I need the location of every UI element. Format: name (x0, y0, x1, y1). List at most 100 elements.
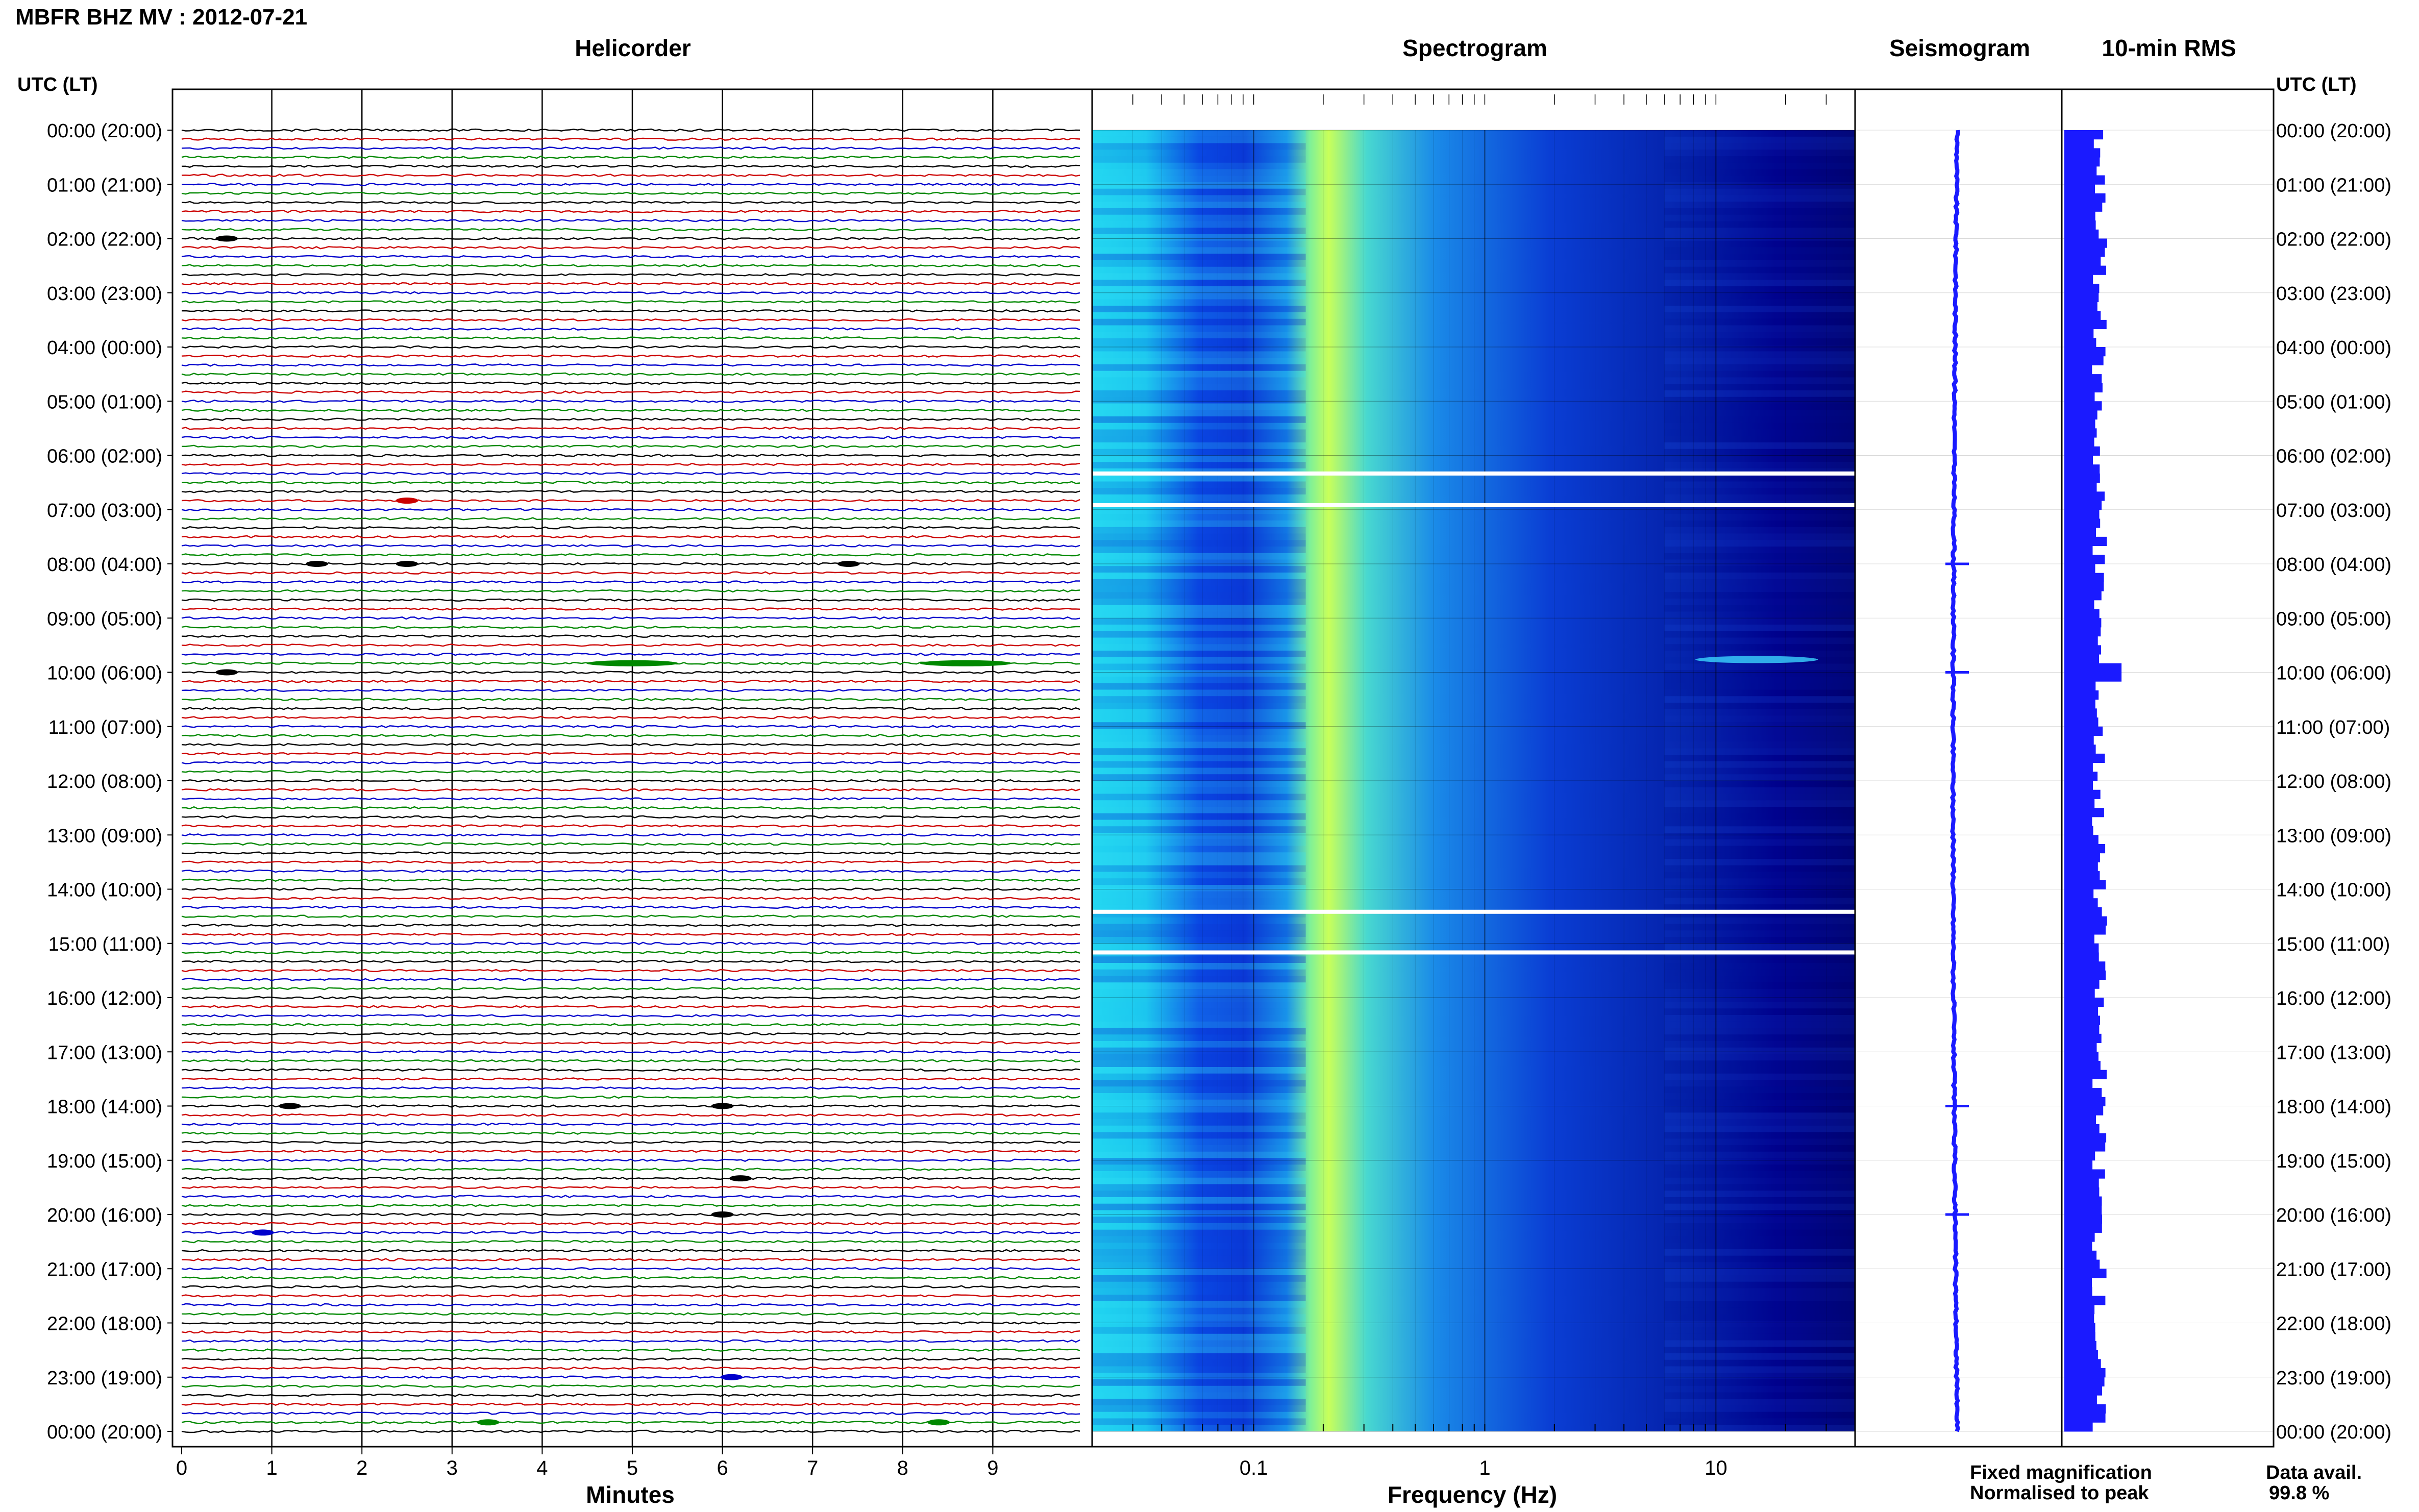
rms-bar (2064, 428, 2097, 438)
helicorder-trace (181, 1077, 1080, 1081)
spectrogram-band (1664, 924, 1855, 931)
helicorder-trace (181, 544, 1080, 548)
spectrogram-band (1092, 455, 1306, 462)
helicorder-trace (181, 300, 1080, 304)
spectrogram-band (1092, 1379, 1306, 1386)
rms-bar (2064, 1404, 2106, 1414)
spectrogram-band (1092, 182, 1306, 189)
helicorder-trace (181, 282, 1080, 286)
rms-bar (2064, 1377, 2105, 1386)
rms-bar (2064, 284, 2100, 293)
spectrogram-band (1664, 1080, 1855, 1087)
spectrogram-band (1092, 891, 1306, 898)
helicorder-trace (181, 625, 1080, 629)
spectrogram-band (1092, 1347, 1306, 1353)
left-time-label: 21:00 (17:00) (47, 1259, 162, 1280)
spectrogram-band (1092, 794, 1306, 801)
spectrogram-band (1664, 1236, 1855, 1243)
rms-bar (2064, 591, 2102, 601)
spectrogram-band (1092, 228, 1306, 234)
spectrogram-band (1664, 436, 1855, 442)
spectrogram-band (1664, 370, 1855, 378)
left-time-label: 11:00 (07:00) (48, 717, 162, 738)
rms-bar (2064, 220, 2096, 230)
spectrogram-band (1092, 1425, 1306, 1431)
helicorder-trace (181, 598, 1080, 602)
spectrogram-band (1664, 1217, 1855, 1223)
rms-bar (2064, 338, 2096, 348)
helicorder-tick-label: 5 (627, 1457, 638, 1479)
spectrogram-band (1664, 423, 1855, 430)
helicorder-trace (181, 978, 1080, 981)
legend-fixed-magnification: Fixed magnification (1970, 1462, 2152, 1483)
left-time-label: 00:00 (20:00) (47, 1422, 162, 1443)
spectrogram-band (1664, 449, 1855, 456)
spectrogram-band (1664, 1171, 1855, 1178)
helicorder-trace (181, 508, 1080, 511)
spectrogram-band (1092, 859, 1306, 865)
spectrogram-band (1092, 917, 1306, 924)
spectrogram-band (1092, 767, 1306, 775)
spectrogram-band (1664, 1269, 1855, 1275)
left-time-label: 19:00 (15:00) (47, 1151, 162, 1172)
spectrogram-band (1664, 1191, 1855, 1197)
helicorder-trace (181, 1312, 1080, 1316)
spectrogram-band (1092, 651, 1306, 657)
helicorder-trace (181, 1023, 1080, 1027)
spectrogram-band (1092, 846, 1306, 853)
spectrogram-data-gap (1092, 503, 1855, 507)
spectrogram-band (1664, 1015, 1855, 1022)
rms-bar (2064, 374, 2102, 384)
rms-bar (2064, 618, 2102, 628)
helicorder-trace (181, 273, 1080, 277)
spectrogram-band (1664, 741, 1855, 749)
spectrogram-band (1664, 813, 1855, 820)
rms-bar (2064, 1332, 2095, 1342)
spectrogram-band (1664, 1008, 1855, 1015)
rms-bar (2064, 681, 2096, 691)
rms-bar (2064, 699, 2095, 709)
spectrogram-band (1092, 800, 1306, 807)
rms-bar (2064, 1250, 2097, 1260)
spectrogram-band (1092, 885, 1306, 891)
helicorder-event (396, 561, 418, 567)
spectrogram-band (1092, 358, 1306, 364)
helicorder-trace (181, 580, 1080, 584)
spectrogram-band (1092, 683, 1306, 690)
spectrogram-band (1664, 377, 1855, 384)
seismogram-plot (1854, 88, 2063, 1448)
spectrogram-band (1664, 1340, 1855, 1347)
spectrogram-band (1092, 559, 1306, 566)
left-time-label: 15:00 (11:00) (48, 934, 162, 955)
spectrogram-band (1664, 1210, 1855, 1217)
spectrogram-band (1092, 852, 1306, 859)
rms-bar (2064, 934, 2094, 944)
helicorder-trace (181, 417, 1080, 421)
spectrogram-band (1092, 488, 1306, 494)
helicorder-trace (181, 327, 1080, 331)
spectrogram-band (1664, 826, 1855, 833)
spectrogram-band (1092, 1080, 1306, 1087)
spectrogram-band (1664, 618, 1855, 625)
spectrogram-band (1092, 214, 1306, 221)
spectrogram-band (1092, 566, 1306, 573)
left-axis-header: UTC (LT) (17, 74, 98, 95)
spectrogram-band (1664, 325, 1855, 332)
spectrogram-band (1664, 566, 1855, 573)
spectrogram-band (1092, 156, 1306, 163)
helicorder-trace (181, 1212, 1080, 1217)
rms-bar (2064, 139, 2094, 148)
rms-bar (2064, 1025, 2100, 1034)
spectrogram-title: Spectrogram (1402, 35, 1547, 61)
rms-bar (2064, 446, 2100, 456)
spectrogram-band (1664, 364, 1855, 371)
spectrogram-band (1664, 273, 1855, 280)
rms-bar (2064, 672, 2122, 682)
helicorder-event (920, 660, 1012, 666)
spectrogram-band (1092, 423, 1306, 430)
helicorder-trace (181, 896, 1080, 900)
helicorder-trace (181, 607, 1080, 611)
rms-bar (2064, 437, 2094, 447)
helicorder-event (711, 1103, 734, 1109)
helicorder-trace (181, 924, 1080, 927)
